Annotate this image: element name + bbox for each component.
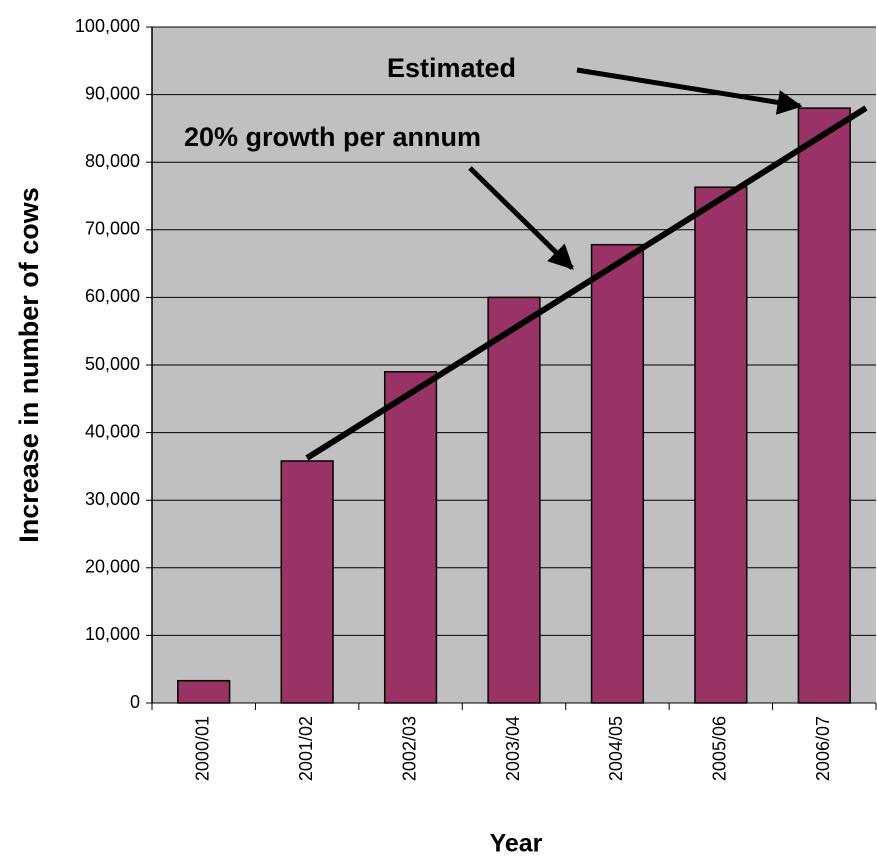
x-tick-label: 2000/01: [192, 716, 212, 781]
y-tick-label: 100,000: [75, 16, 140, 36]
y-tick-label: 20,000: [85, 557, 140, 577]
y-axis-title: Increase in number of cows: [14, 187, 44, 543]
x-tick-label: 2003/04: [503, 716, 523, 781]
y-tick-label: 40,000: [85, 421, 140, 441]
bar: [487, 296, 541, 704]
arrow: [468, 166, 574, 270]
trend-line: [305, 105, 868, 461]
bar: [177, 679, 231, 704]
x-tick-label: 2004/05: [606, 716, 626, 781]
bar: [797, 107, 851, 704]
annotation: Estimated: [387, 53, 516, 83]
y-tick-label: 80,000: [85, 151, 140, 171]
x-axis-title: Year: [490, 830, 543, 858]
y-tick-label: 30,000: [85, 489, 140, 509]
y-tick-label: 0: [130, 692, 140, 712]
annotation: 20% growth per annum: [184, 122, 481, 152]
x-tick-label: 2005/06: [710, 716, 730, 781]
bar: [383, 371, 438, 704]
bar: [694, 186, 748, 704]
y-tick-label: 60,000: [85, 286, 140, 306]
bar: [590, 243, 645, 704]
arrow: [576, 67, 803, 115]
y-tick-label: 70,000: [85, 219, 140, 239]
y-tick-label: 10,000: [85, 624, 140, 644]
y-tick-label: 90,000: [85, 83, 140, 103]
x-tick-label: 2001/02: [296, 716, 316, 781]
x-tick-label: 2002/03: [399, 716, 419, 781]
y-tick-label: 50,000: [85, 354, 140, 374]
x-tick-label: 2006/07: [813, 716, 833, 781]
bar: [280, 460, 334, 704]
